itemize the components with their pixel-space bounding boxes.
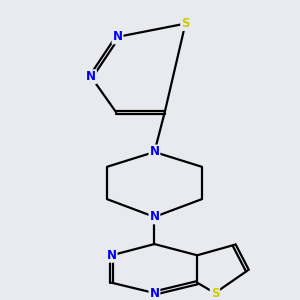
Text: N: N <box>149 210 159 224</box>
Text: S: S <box>181 17 190 30</box>
Text: N: N <box>149 286 159 300</box>
Text: N: N <box>106 249 117 262</box>
Text: S: S <box>211 286 219 300</box>
Text: N: N <box>149 146 159 158</box>
Text: N: N <box>86 70 96 83</box>
Text: N: N <box>112 30 122 44</box>
